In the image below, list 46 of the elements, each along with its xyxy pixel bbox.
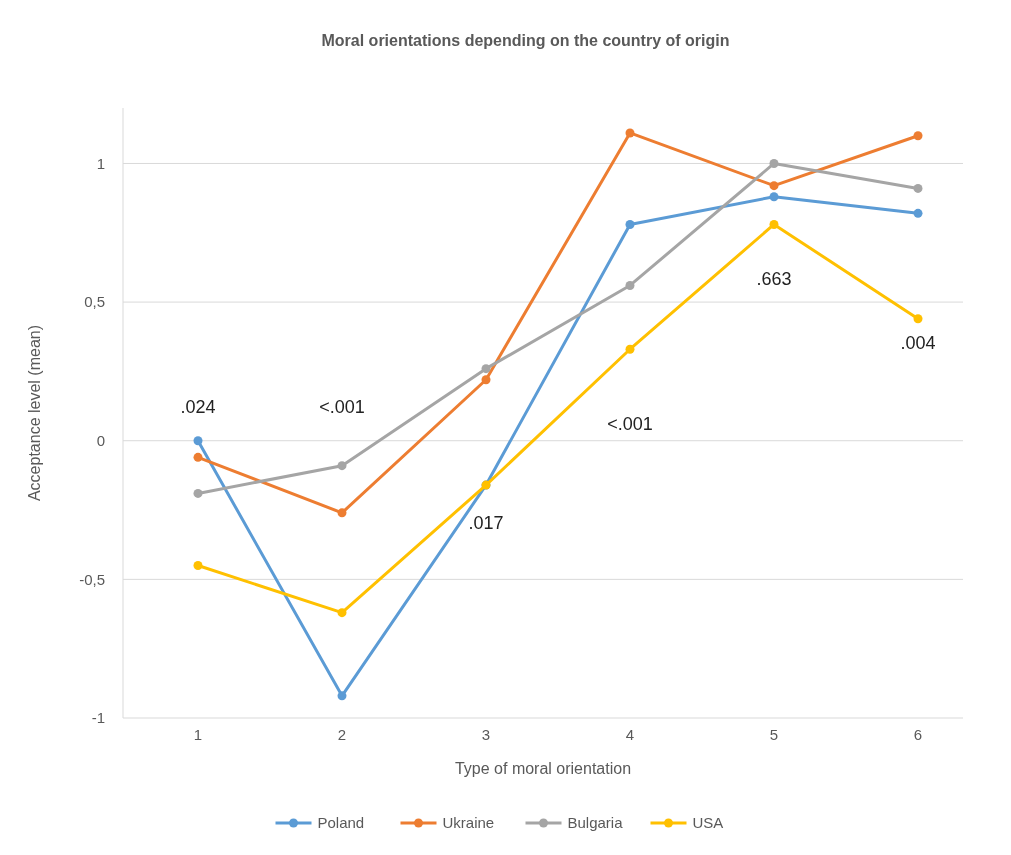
- point: [625, 219, 635, 229]
- annotation: <.001: [607, 413, 653, 434]
- annotation: <.001: [319, 397, 365, 417]
- point: [481, 364, 491, 374]
- point: [337, 608, 347, 618]
- point: [769, 192, 779, 202]
- y-tick-label: -0,5: [79, 570, 105, 588]
- x-tick-label: 6: [913, 726, 923, 743]
- legend-label: USA: [692, 814, 724, 832]
- point: [193, 561, 203, 570]
- x-tick-label: 3: [481, 726, 491, 743]
- legend-label: Ukraine: [442, 814, 495, 832]
- point: [625, 344, 635, 354]
- y-tick-label: 1: [96, 154, 105, 172]
- point: [193, 436, 203, 446]
- point: [481, 375, 491, 385]
- x-tick-label: 5: [769, 726, 779, 743]
- x-tick-label: 1: [193, 726, 203, 743]
- point: [913, 131, 923, 141]
- point: [625, 280, 635, 290]
- y-tick-label: 0,5: [84, 293, 105, 311]
- x-tick-label: 2: [337, 726, 347, 743]
- chart-title: Moral orientations depending on the country of origin: [321, 32, 730, 49]
- point: [769, 158, 779, 168]
- annotation: .663: [756, 269, 792, 290]
- point: [337, 461, 347, 471]
- point: [337, 691, 347, 701]
- point: [913, 183, 923, 193]
- y-axis-title: Acceptance level (mean): [26, 324, 43, 502]
- x-axis-title: Type of moral orientation: [454, 760, 632, 777]
- point: [193, 452, 203, 462]
- point: [913, 314, 923, 324]
- y-tick-label: -1: [91, 709, 105, 727]
- legend-label: Poland: [317, 814, 365, 832]
- point: [913, 208, 923, 218]
- x-tick-label: 4: [625, 726, 635, 743]
- legend-label: Bulgaria: [567, 814, 624, 832]
- annotation: .004: [900, 333, 936, 354]
- point: [337, 508, 347, 518]
- annotation: .024: [180, 397, 216, 417]
- y-tick-label: 0: [96, 431, 105, 449]
- point: [625, 128, 635, 138]
- point: [769, 181, 779, 191]
- annotation: .017: [468, 513, 504, 534]
- point: [769, 219, 779, 229]
- point: [193, 488, 203, 498]
